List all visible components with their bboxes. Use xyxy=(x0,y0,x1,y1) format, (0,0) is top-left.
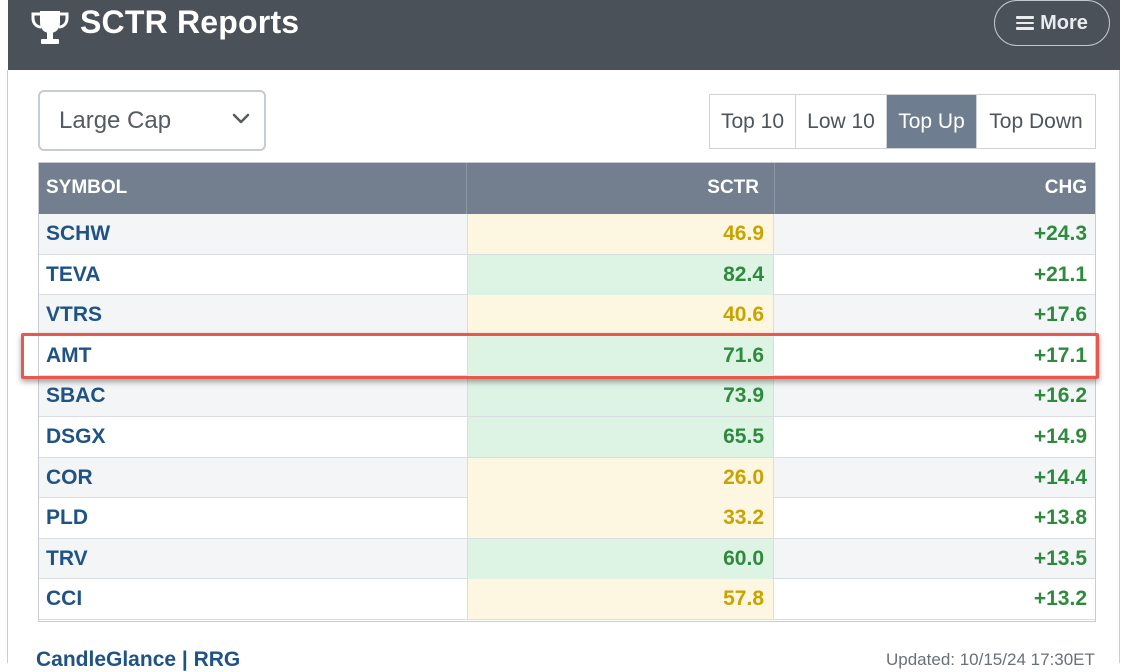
sctr-value: 82.4 xyxy=(723,262,764,286)
symbol-link[interactable]: TEVA xyxy=(46,262,101,286)
chg-value: +17.6 xyxy=(1033,303,1087,327)
sctr-cell: 26.0 xyxy=(467,457,774,498)
sctr-cell: 46.9 xyxy=(467,214,774,254)
left-gutter xyxy=(0,0,7,663)
table-row[interactable]: VTRS 40.6 +17.6 xyxy=(38,295,1096,336)
column-divider xyxy=(774,162,775,214)
sctr-value: 60.0 xyxy=(723,546,764,570)
sctr-value: 57.8 xyxy=(723,587,764,611)
chg-value: +24.3 xyxy=(1033,222,1087,245)
tab-low-10[interactable]: Low 10 xyxy=(796,95,887,148)
chg-value: +17.1 xyxy=(1033,343,1087,367)
symbol-link[interactable]: COR xyxy=(46,465,93,489)
sctr-cell: 82.4 xyxy=(467,254,774,295)
table-row[interactable]: COR 26.0 +14.4 xyxy=(38,457,1096,499)
symbol-link[interactable]: DSGX xyxy=(46,424,106,448)
chg-value: +13.5 xyxy=(1033,546,1087,570)
panel-left-border xyxy=(7,70,8,663)
chevron-down-icon xyxy=(232,113,250,124)
panel-header: SCTR Reports More xyxy=(8,0,1120,70)
tab-top-down[interactable]: Top Down xyxy=(977,95,1095,148)
symbol-link[interactable]: CCI xyxy=(46,587,83,611)
market-cap-select-value: Large Cap xyxy=(59,107,172,134)
table-row[interactable]: TRV 60.0 +13.5 xyxy=(38,538,1096,580)
sctr-cell: 65.5 xyxy=(467,416,774,457)
chg-value: +13.8 xyxy=(1033,506,1087,530)
table-row[interactable]: PLD 33.2 +13.8 xyxy=(38,498,1096,539)
column-header-sctr[interactable]: SCTR xyxy=(707,177,759,198)
more-button[interactable]: More xyxy=(994,0,1110,46)
chg-value: +16.2 xyxy=(1033,384,1087,408)
sctr-value: 71.6 xyxy=(723,343,764,367)
sctr-value: 46.9 xyxy=(723,222,764,245)
sctr-cell: 71.6 xyxy=(467,335,774,376)
sctr-value: 33.2 xyxy=(723,506,764,530)
sctr-cell: 40.6 xyxy=(467,295,774,336)
symbol-link[interactable]: TRV xyxy=(46,546,88,570)
chg-value: +13.2 xyxy=(1033,587,1087,611)
symbol-link[interactable]: SCHW xyxy=(46,222,111,245)
symbol-link[interactable]: PLD xyxy=(46,506,88,530)
more-button-label: More xyxy=(1040,11,1088,34)
footer-links[interactable]: CandleGlance | RRG xyxy=(36,648,241,671)
symbol-link[interactable]: SBAC xyxy=(46,384,106,408)
sctr-value: 26.0 xyxy=(723,465,764,489)
chg-value: +14.9 xyxy=(1033,424,1087,448)
table-row[interactable]: SCHW 46.9 +24.3 xyxy=(38,214,1096,255)
chg-value: +14.4 xyxy=(1033,465,1087,489)
table-body: SCHW 46.9 +24.3 TEVA 82.4 +21.1 VTRS 40.6 +17.6 A… xyxy=(38,214,1096,620)
sctr-value: 40.6 xyxy=(723,303,764,327)
sctr-value: 65.5 xyxy=(723,424,764,448)
column-divider xyxy=(466,162,467,214)
table-row[interactable]: TEVA 82.4 +21.1 xyxy=(38,254,1096,296)
sctr-cell: 60.0 xyxy=(467,538,774,579)
table-header: SYMBOL SCTR CHG xyxy=(38,162,1096,214)
column-header-symbol[interactable]: SYMBOL xyxy=(46,177,128,198)
highlight-box xyxy=(21,333,1099,379)
table-row[interactable]: SBAC 73.9 +16.2 xyxy=(38,376,1096,417)
page-title: SCTR Reports xyxy=(80,4,300,40)
table-row[interactable]: DSGX 65.5 +14.9 xyxy=(38,416,1096,458)
chg-value: +21.1 xyxy=(1033,262,1087,286)
sctr-cell: 33.2 xyxy=(467,498,774,539)
sctr-cell: 57.8 xyxy=(467,579,774,620)
table-row[interactable]: CCI 57.8 +13.2 xyxy=(38,579,1096,620)
menu-icon xyxy=(1016,16,1035,30)
ranking-tabs: Top 10 Low 10 Top Up Top Down xyxy=(709,94,1096,149)
trophy-icon xyxy=(31,11,69,44)
table-row[interactable]: AMT 71.6 +17.1 xyxy=(38,335,1096,377)
column-header-chg[interactable]: CHG xyxy=(1044,177,1087,198)
symbol-link[interactable]: AMT xyxy=(46,343,92,367)
panel-right-border xyxy=(1119,70,1120,663)
tab-top-10[interactable]: Top 10 xyxy=(710,95,796,148)
market-cap-select[interactable]: Large Cap xyxy=(38,90,266,151)
updated-timestamp: Updated: 10/15/24 17:30ET xyxy=(886,650,1095,669)
sctr-cell: 73.9 xyxy=(467,376,774,417)
sctr-value: 73.9 xyxy=(723,384,764,408)
symbol-link[interactable]: VTRS xyxy=(46,303,103,327)
tab-top-up[interactable]: Top Up xyxy=(887,95,977,148)
